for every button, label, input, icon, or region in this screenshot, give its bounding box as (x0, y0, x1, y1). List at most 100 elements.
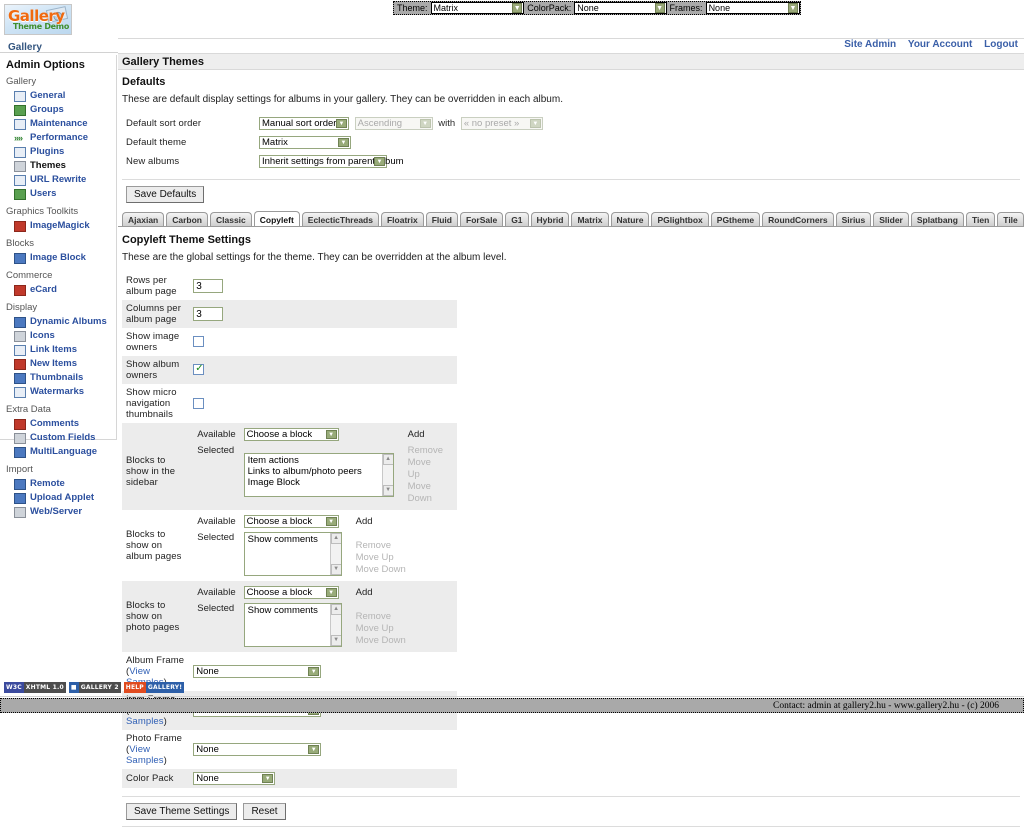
show-album-owners-checkbox[interactable] (193, 364, 204, 375)
sidebar-item-groups[interactable]: Groups (6, 103, 116, 117)
listbox-scrollbar[interactable]: ▲ ▼ (330, 533, 341, 575)
sidebar-item-maintenance[interactable]: Maintenance (6, 117, 116, 131)
list-item[interactable]: Links to album/photo peers (248, 466, 393, 477)
listbox-scrollbar[interactable]: ▲ ▼ (382, 454, 393, 496)
sidebar-add-button[interactable]: Add (398, 426, 453, 443)
tab-roundcorners[interactable]: RoundCorners (762, 212, 834, 226)
photo-move-down-button[interactable]: Move Down (356, 635, 406, 647)
save-defaults-button[interactable]: Save Defaults (126, 186, 204, 203)
gallery-logo[interactable]: Gallery Theme Demo (4, 4, 72, 35)
show-micro-nav-checkbox[interactable] (193, 398, 204, 409)
color-pack-select[interactable]: None ▼ (193, 772, 275, 785)
list-item[interactable]: Image Block (248, 477, 393, 488)
tab-ajaxian[interactable]: Ajaxian (122, 212, 164, 226)
album-move-down-button[interactable]: Move Down (356, 564, 406, 576)
sidebar-item-icons[interactable]: Icons (6, 329, 116, 343)
sidebar-item-ecard[interactable]: eCard (6, 283, 116, 297)
tab-splatbang[interactable]: Splatbang (911, 212, 964, 226)
sidebar-item-url-rewrite[interactable]: URL Rewrite (6, 173, 116, 187)
sidebar-item-comments[interactable]: Comments (6, 417, 116, 431)
scroll-up-icon[interactable]: ▲ (383, 454, 394, 465)
photo-selected-listbox[interactable]: Show comments ▲ ▼ (244, 603, 342, 647)
tab-copyleft[interactable]: Copyleft (254, 211, 300, 227)
footer-badge[interactable]: ■GALLERY 2 (69, 682, 121, 693)
sidebar-item-multilanguage[interactable]: MultiLanguage (6, 445, 116, 459)
tab-sirius[interactable]: Sirius (836, 212, 872, 226)
sidebar-move-down-button[interactable]: Move Down (408, 481, 443, 505)
sidebar-item-image-block[interactable]: Image Block (6, 251, 116, 265)
list-item[interactable]: Item actions (248, 455, 393, 466)
default-theme-select[interactable]: Matrix ▼ (259, 136, 351, 149)
sort-order-select[interactable]: Manual sort order ▼ (259, 117, 349, 130)
photo-frame-select[interactable]: None ▼ (193, 743, 321, 756)
album-move-up-button[interactable]: Move Up (356, 552, 406, 564)
album-available-select[interactable]: Choose a block ▼ (244, 515, 339, 528)
scroll-down-icon[interactable]: ▼ (331, 564, 342, 575)
listbox-scrollbar[interactable]: ▲ ▼ (330, 604, 341, 646)
sidebar-item-imagemagick[interactable]: ImageMagick (6, 219, 116, 233)
sidebar-available-select[interactable]: Choose a block ▼ (244, 428, 339, 441)
tab-pglightbox[interactable]: PGlightbox (651, 212, 708, 226)
logout-link[interactable]: Logout (984, 39, 1018, 50)
tab-pgtheme[interactable]: PGtheme (711, 212, 760, 226)
show-image-owners-checkbox[interactable] (193, 336, 204, 347)
scroll-up-icon[interactable]: ▲ (331, 604, 342, 615)
photo-move-up-button[interactable]: Move Up (356, 623, 406, 635)
tab-g1[interactable]: G1 (505, 212, 528, 226)
photo-add-button[interactable]: Add (346, 584, 416, 601)
album-remove-button[interactable]: Remove (356, 540, 406, 552)
list-item[interactable]: Show comments (248, 534, 341, 545)
sidebar-item-custom-fields[interactable]: Custom Fields (6, 431, 116, 445)
reset-button[interactable]: Reset (243, 803, 285, 820)
sidebar-item-general[interactable]: General (6, 89, 116, 103)
tab-forsale[interactable]: ForSale (460, 212, 503, 226)
photo-view-samples-link[interactable]: View Samples (126, 744, 164, 766)
sidebar-item-users[interactable]: Users (6, 187, 116, 201)
tab-hybrid[interactable]: Hybrid (531, 212, 570, 226)
album-selected-listbox[interactable]: Show comments ▲ ▼ (244, 532, 342, 576)
theme-bar-colorpack-select[interactable]: None ▼ (574, 2, 666, 14)
sidebar-item-link-items[interactable]: Link Items (6, 343, 116, 357)
sidebar-item-web-server[interactable]: Web/Server (6, 505, 116, 519)
sort-direction-select[interactable]: Ascending ▼ (355, 117, 433, 130)
scroll-up-icon[interactable]: ▲ (331, 533, 342, 544)
scroll-down-icon[interactable]: ▼ (383, 485, 394, 496)
tab-fluid[interactable]: Fluid (426, 212, 458, 226)
new-albums-select[interactable]: Inherit settings from parent album ▼ (259, 155, 387, 168)
sidebar-item-plugins[interactable]: Plugins (6, 145, 116, 159)
tab-floatrix[interactable]: Floatrix (381, 212, 424, 226)
tab-tile[interactable]: Tile (997, 212, 1024, 226)
theme-bar-theme-select[interactable]: Matrix ▼ (431, 2, 525, 14)
album-add-button[interactable]: Add (346, 513, 416, 530)
tab-tien[interactable]: Tien (966, 212, 995, 226)
tab-classic[interactable]: Classic (210, 212, 252, 226)
sidebar-item-watermarks[interactable]: Watermarks (6, 385, 116, 399)
theme-bar-frames-select[interactable]: None ▼ (706, 2, 800, 14)
tab-eclecticthreads[interactable]: EclecticThreads (302, 212, 379, 226)
album-frame-select[interactable]: None ▼ (193, 665, 321, 678)
cols-per-page-input[interactable] (193, 307, 223, 321)
sidebar-item-dynamic-albums[interactable]: Dynamic Albums (6, 315, 116, 329)
your-account-link[interactable]: Your Account (908, 39, 972, 50)
site-admin-link[interactable]: Site Admin (844, 39, 896, 50)
sidebar-item-new-items[interactable]: New Items (6, 357, 116, 371)
tab-carbon[interactable]: Carbon (166, 212, 208, 226)
sidebar-item-upload-applet[interactable]: Upload Applet (6, 491, 116, 505)
tab-matrix[interactable]: Matrix (571, 212, 608, 226)
sidebar-move-up-button[interactable]: Move Up (408, 457, 443, 481)
photo-available-select[interactable]: Choose a block ▼ (244, 586, 339, 599)
rows-per-page-input[interactable] (193, 279, 223, 293)
tab-slider[interactable]: Slider (873, 212, 909, 226)
preset-select[interactable]: « no preset » ▼ (461, 117, 543, 130)
photo-remove-button[interactable]: Remove (356, 611, 406, 623)
sidebar-item-themes[interactable]: Themes (6, 159, 116, 173)
sidebar-item-thumbnails[interactable]: Thumbnails (6, 371, 116, 385)
tab-nature[interactable]: Nature (611, 212, 650, 226)
list-item[interactable]: Show comments (248, 605, 341, 616)
sidebar-selected-listbox[interactable]: Item actions Links to album/photo peers … (244, 453, 394, 497)
sidebar-remove-button[interactable]: Remove (408, 445, 443, 457)
sidebar-item-remote[interactable]: Remote (6, 477, 116, 491)
save-theme-settings-button[interactable]: Save Theme Settings (126, 803, 237, 820)
